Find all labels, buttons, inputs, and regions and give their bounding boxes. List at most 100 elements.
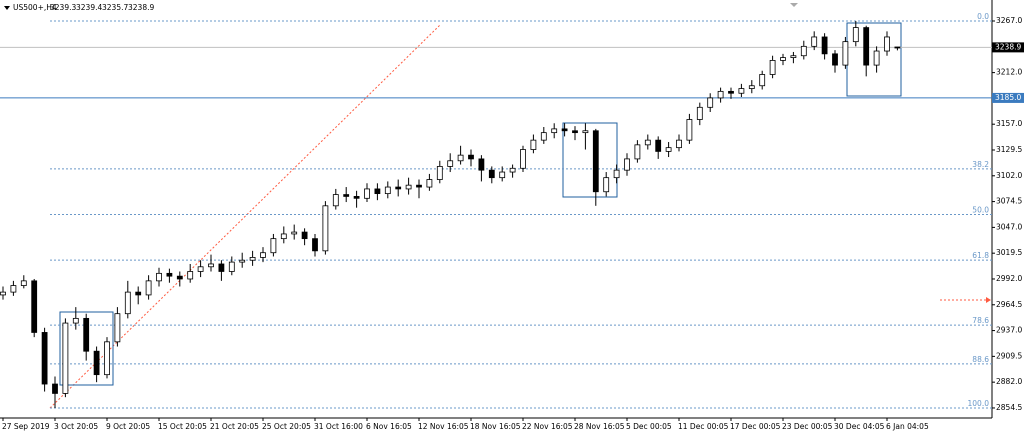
candle-body (83, 317, 90, 352)
open: 3239.3 (50, 3, 76, 12)
candle-body (769, 60, 776, 75)
candle-body (842, 41, 849, 66)
candle-body (10, 285, 17, 293)
y-tick-label: 3212.0 (996, 68, 1022, 77)
y-tick-label: 3157.0 (996, 119, 1022, 128)
candle-body (613, 169, 620, 179)
candle-body (582, 130, 589, 134)
candle-body (280, 233, 287, 240)
candle-body (572, 130, 578, 134)
candle-body (0, 291, 6, 296)
y-tick-label: 3074.5 (996, 197, 1022, 206)
y-tick-label: 3047.0 (996, 222, 1022, 231)
header-arrow (4, 6, 10, 10)
candle-body (644, 139, 651, 146)
candle-body (676, 139, 682, 149)
candle-body (426, 179, 433, 188)
candle-body (228, 261, 235, 272)
candle-body (832, 53, 838, 66)
candle-body (364, 188, 370, 199)
x-tick-label: 31 Oct 16:00 (314, 422, 363, 431)
low: 3235.7 (102, 3, 128, 12)
x-tick-label: 22 Nov 16:05 (522, 422, 573, 431)
candle-body (707, 97, 714, 108)
candle-body (52, 383, 58, 394)
x-tick-label: 12 Nov 16:05 (418, 422, 469, 431)
candle-body (509, 167, 516, 173)
candle-body (790, 55, 797, 58)
x-tick-label: 30 Dec 04:05 (834, 422, 885, 431)
candle-body (488, 169, 495, 179)
candle-body (686, 119, 693, 141)
candle-body (717, 90, 724, 99)
close: 3238.9 (128, 3, 154, 12)
x-tick-label: 3 Oct 20:05 (54, 422, 98, 431)
fib-label: 78.6 (972, 316, 989, 325)
candle-body (634, 144, 641, 160)
candle-body (218, 263, 225, 272)
candle-body (312, 238, 318, 252)
candle-body (114, 313, 121, 343)
symbol: US500+,H4 (13, 3, 57, 12)
candle-body (72, 317, 79, 324)
candle-body (62, 322, 69, 394)
trend-line (49, 24, 441, 409)
candle-body (499, 171, 506, 179)
candle-body (696, 106, 703, 120)
x-tick-label: 9 Oct 20:05 (106, 422, 150, 431)
candle-body (166, 272, 173, 277)
scroll-marker (790, 3, 798, 7)
candle-body (821, 36, 828, 55)
candle-body (624, 158, 630, 171)
candle-body (93, 350, 100, 376)
candle-body (124, 291, 131, 315)
candle-body (353, 196, 360, 199)
high: 3239.4 (76, 3, 102, 12)
candle-body (249, 257, 256, 261)
candle-body (852, 27, 859, 43)
candle-body (187, 271, 194, 280)
candle-body (748, 85, 755, 89)
candle-body (41, 332, 48, 385)
candle-body (728, 90, 734, 94)
fib-label: 61.8 (972, 251, 989, 260)
candle-body (31, 280, 38, 333)
candle-body (260, 252, 266, 258)
candle-body (395, 186, 402, 190)
x-tick-label: 6 Nov 16:05 (366, 422, 412, 431)
candle-body (561, 128, 568, 132)
x-tick-label: 17 Dec 00:05 (730, 422, 781, 431)
candle-body (405, 184, 412, 190)
candle-body (322, 205, 329, 252)
x-tick-label: 27 Sep 2019 (2, 422, 50, 431)
candle-body (540, 132, 547, 141)
x-tick-label: 21 Oct 20:05 (210, 422, 259, 431)
x-tick-label: 15 Oct 20:05 (158, 422, 207, 431)
x-tick-label: 6 Jan 04:05 (886, 422, 929, 431)
y-tick-label: 2909.5 (996, 351, 1022, 360)
candle-body (873, 50, 880, 66)
bid-tag (992, 42, 1024, 53)
candle-body (104, 341, 110, 376)
y-tick-label: 2992.0 (996, 274, 1022, 283)
candle-body (416, 184, 422, 188)
candle-body (665, 147, 672, 152)
fib-label: 38.2 (972, 160, 989, 169)
candle-body (603, 177, 610, 193)
fib-label: 88.6 (972, 355, 989, 364)
y-tick-label: 3129.5 (996, 145, 1022, 154)
price-line-label: 3185.0 (995, 93, 1021, 102)
candle-body (156, 272, 162, 282)
candle-body (197, 266, 204, 272)
y-tick-label: 3267.0 (996, 16, 1022, 25)
candle-body (780, 57, 786, 61)
y-tick-label: 2882.0 (996, 377, 1022, 386)
highlight-box (562, 122, 618, 198)
fib-label: 50.0 (972, 205, 989, 214)
bid-label: 3238.9 (995, 42, 1021, 51)
candle-body (332, 194, 339, 207)
candle-body (135, 291, 142, 296)
candle-body (800, 45, 807, 57)
candle-body (811, 36, 818, 47)
